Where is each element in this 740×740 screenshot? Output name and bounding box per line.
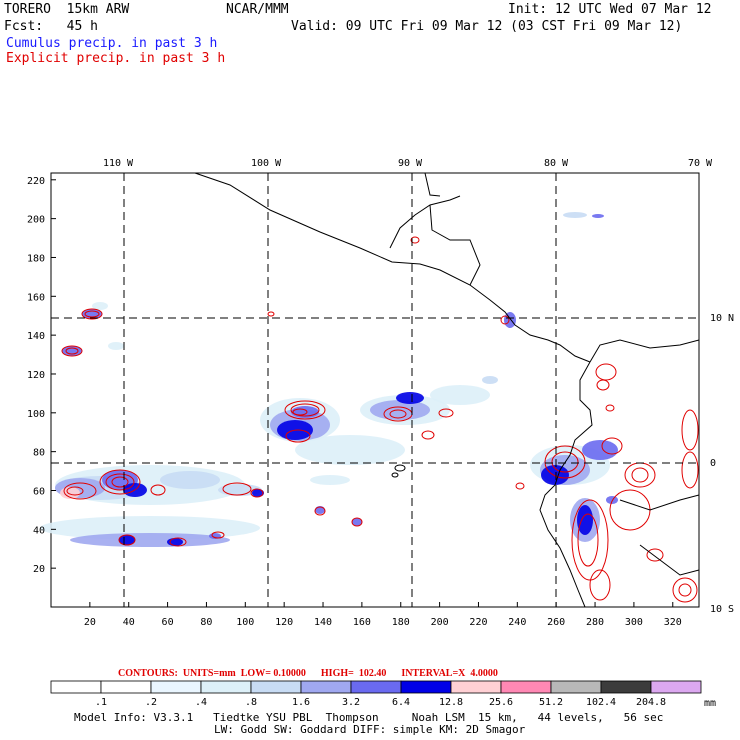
x-tick-label: 300 [625,617,643,628]
x-tick-label: 180 [392,617,410,628]
lon-label: 110 W [103,158,134,169]
colorbar-label: .8 [245,697,257,708]
colorbar-swatch [150,680,202,694]
colorbar-swatch [450,680,502,694]
org-label: NCAR/MMM [226,2,289,17]
x-tick-label: 20 [84,617,96,628]
lat-label: 10 N [710,313,734,324]
colorbar-swatch [50,680,102,694]
colorbar-label: 1.6 [292,697,310,708]
model-info-line1: Model Info: V3.3.1 Tiedtke YSU PBL Thomp… [74,711,664,724]
colorbar-label: .4 [195,697,207,708]
colorbar-label: 51.2 [539,697,563,708]
lon-label: 80 W [544,158,569,169]
y-tick-label: 100 [27,409,45,420]
colorbar-swatch [500,680,552,694]
x-tick-label: 200 [431,617,449,628]
lon-label: 100 W [251,158,282,169]
colorbar-swatch [250,680,302,694]
x-tick-label: 260 [547,617,565,628]
model-title: TORERO 15km ARW [4,2,130,17]
model-info-line2: LW: Godd SW: Goddard DIFF: simple KM: 2D… [214,723,526,736]
x-tick-label: 160 [353,617,371,628]
y-tick-label: 180 [27,253,45,264]
init-time: Init: 12 UTC Wed 07 Mar 12 [508,2,712,17]
x-tick-label: 220 [469,617,487,628]
colorbar-label: 25.6 [489,697,513,708]
x-tick-label: 100 [236,617,254,628]
colorbar-label: 204.8 [636,697,666,708]
lon-label: 70 W [688,158,713,169]
valid-time: Valid: 09 UTC Fri 09 Mar 12 (03 CST Fri … [291,19,683,34]
colorbar-swatch [550,680,602,694]
x-tick-label: 40 [123,617,135,628]
x-tick-label: 60 [162,617,174,628]
colorbar-label: .2 [145,697,157,708]
forecast-hour: Fcst: 45 h [4,19,98,34]
y-tick-label: 120 [27,370,45,381]
colorbar-swatch [600,680,652,694]
x-tick-label: 280 [586,617,604,628]
y-tick-label: 20 [33,564,45,575]
colorbar-swatch [350,680,402,694]
coastlines [194,172,700,608]
explicit-precip-contours [61,236,699,603]
y-tick-label: 200 [27,215,45,226]
cumulus-legend: Cumulus precip. in past 3 h [6,36,218,51]
colorbar-label: 6.4 [392,697,410,708]
y-tick-label: 80 [33,448,45,459]
contours-info: CONTOURS: UNITS=mm LOW= 0.10000 HIGH= 10… [118,668,498,679]
y-tick-label: 160 [27,292,45,303]
lat-label: 10 S [710,604,734,615]
colorbar-swatch [200,680,252,694]
x-tick-label: 140 [314,617,332,628]
colorbar-label: 12.8 [439,697,463,708]
y-tick-label: 40 [33,525,45,536]
y-tick-label: 140 [27,331,45,342]
colorbar-swatch [650,680,702,694]
x-tick-label: 120 [275,617,293,628]
colorbar-unit: mm [704,698,716,709]
colorbar-swatch [300,680,352,694]
x-tick-label: 320 [664,617,682,628]
lat-label: 0 [710,458,716,469]
colorbar-label: 102.4 [586,697,616,708]
colorbar-swatch [100,680,152,694]
colorbar-label: .1 [95,697,107,708]
explicit-legend: Explicit precip. in past 3 h [6,51,226,66]
colorbar-swatch [400,680,452,694]
x-tick-label: 240 [508,617,526,628]
lon-label: 90 W [398,158,423,169]
y-tick-label: 60 [33,486,45,497]
x-tick-label: 80 [200,617,212,628]
colorbar-label: 3.2 [342,697,360,708]
graticule [51,173,699,607]
y-tick-label: 220 [27,176,45,187]
